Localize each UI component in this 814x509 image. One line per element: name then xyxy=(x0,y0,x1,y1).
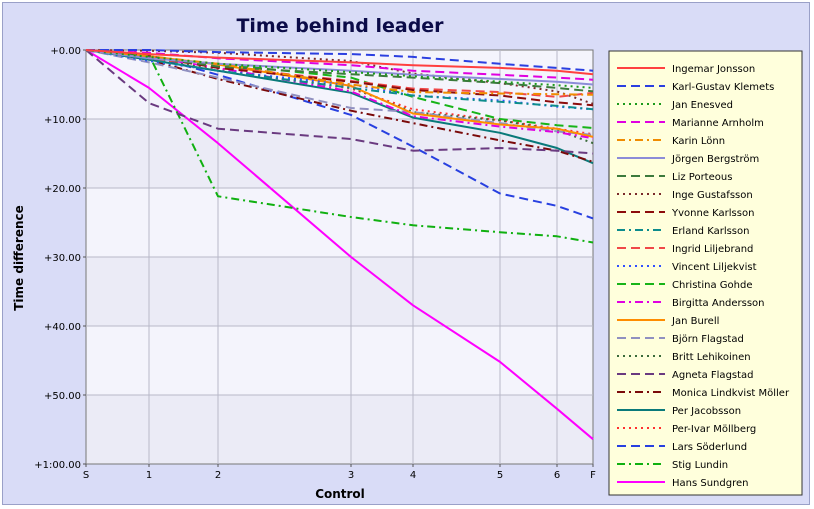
legend-item: Vincent Liljekvist xyxy=(617,262,757,273)
legend-label: Stig Lundin xyxy=(672,460,728,471)
chart-title: Time behind leader xyxy=(236,15,444,37)
legend-label: Marianne Arnholm xyxy=(672,118,764,129)
legend-label: Jan Enesved xyxy=(671,100,733,111)
legend-item: Birgitta Andersson xyxy=(617,298,765,309)
legend-box xyxy=(608,50,803,496)
legend-item: Erland Karlsson xyxy=(617,226,749,237)
y-tick-label: +40.00 xyxy=(44,322,81,333)
y-tick-label: +50.00 xyxy=(44,391,81,402)
legend: Ingemar Jonsson Karl-Gustav Klemets Jan En… xyxy=(608,50,803,496)
legend-label: Vincent Liljekvist xyxy=(672,262,757,273)
legend-item: Christina Gohde xyxy=(617,280,752,291)
legend-item: Hans Sundgren xyxy=(617,478,748,489)
y-tick-label: +30.00 xyxy=(44,253,81,264)
legend-label: Karl-Gustav Klemets xyxy=(672,82,774,93)
legend-label: Agneta Flagstad xyxy=(672,370,754,381)
legend-label: Ingemar Jonsson xyxy=(672,64,755,75)
y-tick-label: +20.00 xyxy=(44,184,81,195)
x-tick-label: S xyxy=(83,470,89,481)
legend-item: Jan Burell xyxy=(617,316,719,327)
legend-item: Inge Gustafsson xyxy=(617,190,753,201)
legend-label: Britt Lehikoinen xyxy=(672,352,751,363)
legend-item: Britt Lehikoinen xyxy=(617,352,751,363)
legend-label: Jan Burell xyxy=(671,316,719,327)
legend-label: Per-Ivar Möllberg xyxy=(672,424,756,435)
series-line-j-rgen-bergstr-m xyxy=(85,49,594,86)
legend-item: Per Jacobsson xyxy=(617,406,741,417)
legend-item: Per-Ivar Möllberg xyxy=(617,424,756,435)
legend-item: Jan Enesved xyxy=(617,100,733,111)
x-tick-label: 4 xyxy=(410,470,416,481)
legend-item: Yvonne Karlsson xyxy=(617,208,754,219)
legend-item: Jörgen Bergström xyxy=(617,154,759,165)
series-line-jan-enesved xyxy=(85,49,594,89)
series-line-hans-sundgren xyxy=(85,49,594,440)
legend-item: Monica Lindkvist Möller xyxy=(617,388,790,399)
legend-item: Marianne Arnholm xyxy=(617,118,764,129)
x-tick-label: 5 xyxy=(497,470,503,481)
legend-label: Lars Söderlund xyxy=(672,442,747,453)
series-line-erland-karlsson xyxy=(85,49,594,111)
x-tick-label: F xyxy=(590,470,596,481)
series-lines xyxy=(85,49,594,440)
x-axis-ticks: S 1 2 3 4 5 6 F xyxy=(83,464,596,481)
legend-label: Monica Lindkvist Möller xyxy=(672,388,790,399)
series-line-bj-rn-flagstad xyxy=(85,49,594,136)
x-axis-label: Control xyxy=(315,487,365,501)
y-tick-label: +10.00 xyxy=(44,115,81,126)
plot-band xyxy=(86,257,593,326)
line-chart: Time behind leader +0.00 +10.00 +20.00 +30.… xyxy=(12,15,803,501)
legend-item: Stig Lundin xyxy=(617,460,728,471)
x-tick-label: 6 xyxy=(554,470,560,481)
legend-label: Yvonne Karlsson xyxy=(671,208,754,219)
legend-label: Ingrid Liljebrand xyxy=(672,244,753,255)
legend-label: Björn Flagstad xyxy=(672,334,744,345)
legend-label: Inge Gustafsson xyxy=(672,190,753,201)
legend-item: Ingemar Jonsson xyxy=(617,64,755,75)
legend-label: Hans Sundgren xyxy=(672,478,748,489)
y-tick-label: +1:00.00 xyxy=(34,460,81,471)
legend-label: Jörgen Bergström xyxy=(671,154,759,165)
legend-label: Liz Porteous xyxy=(672,172,732,183)
plot-band xyxy=(86,119,593,188)
legend-label: Karin Lönn xyxy=(672,136,725,147)
y-tick-label: +0.00 xyxy=(50,46,81,57)
legend-item: Björn Flagstad xyxy=(617,334,744,345)
x-tick-label: 3 xyxy=(348,470,354,481)
series-line-stig-lundin xyxy=(85,49,594,244)
series-line-monica-lindkvist-m-ller xyxy=(85,49,594,163)
legend-item: Karl-Gustav Klemets xyxy=(617,82,774,93)
legend-item: Liz Porteous xyxy=(617,172,732,183)
legend-label: Per Jacobsson xyxy=(672,406,741,417)
plot-band xyxy=(86,188,593,257)
plot-area xyxy=(85,49,594,465)
series-line-ingemar-jonsson xyxy=(85,49,594,76)
x-tick-label: 1 xyxy=(146,470,152,481)
legend-label: Birgitta Andersson xyxy=(672,298,765,309)
legend-label: Erland Karlsson xyxy=(672,226,749,237)
legend-item: Lars Söderlund xyxy=(617,442,747,453)
plot-band xyxy=(86,326,593,395)
grid-lines xyxy=(86,50,593,464)
series-line-karl-gustav-klemets xyxy=(86,49,594,72)
legend-item: Agneta Flagstad xyxy=(617,370,754,381)
legend-item: Ingrid Liljebrand xyxy=(617,244,753,255)
legend-item: Karin Lönn xyxy=(617,136,725,147)
y-axis-ticks: +0.00 +10.00 +20.00 +30.00 +40.00 +50.00 +1:00… xyxy=(34,46,86,471)
series-line-karin-l-nn xyxy=(85,49,594,96)
plot-band xyxy=(86,395,593,464)
x-tick-label: 2 xyxy=(215,470,221,481)
legend-label: Christina Gohde xyxy=(672,280,752,291)
y-axis-label: Time difference xyxy=(12,205,26,311)
